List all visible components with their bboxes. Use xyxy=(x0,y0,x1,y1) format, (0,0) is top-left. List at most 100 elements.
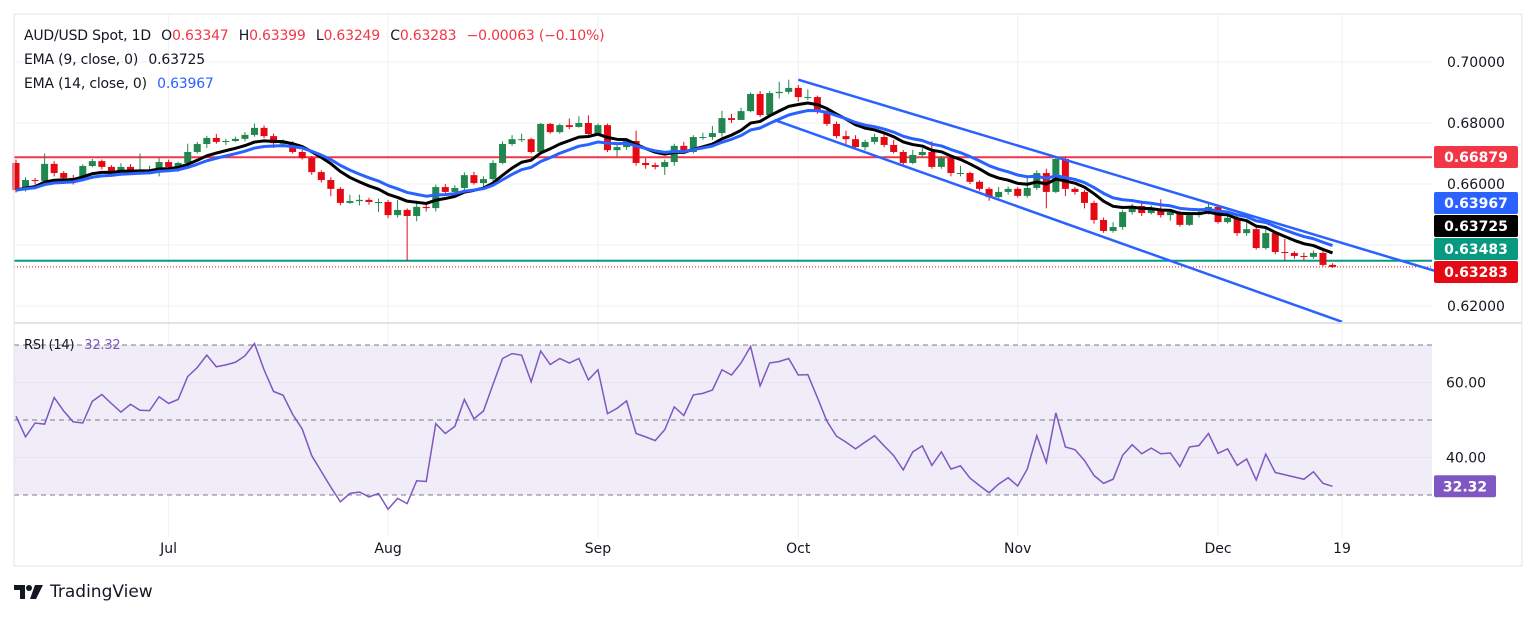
chart-frame xyxy=(13,13,1523,567)
ema-9-line xyxy=(15,101,1334,255)
candle-body xyxy=(804,97,812,99)
candle-body xyxy=(12,162,20,191)
tradingview-logo[interactable]: TradingView xyxy=(14,582,153,602)
candle-body xyxy=(594,125,602,134)
rsi-legend[interactable]: RSI (14) 32.32 xyxy=(24,338,127,353)
candle-body xyxy=(861,141,869,148)
price-pane xyxy=(12,78,1443,324)
candle-body xyxy=(1243,229,1251,234)
candle-body xyxy=(928,151,936,167)
candle-body xyxy=(546,123,554,133)
symbol-legend: AUD/USD Spot, 1D O0.63347 H0.63399 L0.63… xyxy=(24,28,610,44)
candle-body xyxy=(699,137,707,139)
price-axis-label: 0.70000 xyxy=(1447,55,1505,71)
candle-body xyxy=(346,201,354,203)
candle-body xyxy=(613,147,621,151)
candle-body xyxy=(708,133,716,138)
price-axis-label: 0.66000 xyxy=(1447,177,1505,193)
candle-body xyxy=(976,181,984,189)
candle-body xyxy=(1128,205,1136,213)
candle-body xyxy=(1224,217,1232,223)
candle-body xyxy=(985,188,993,198)
rsi-value-badge-label: 32.32 xyxy=(1443,479,1487,495)
ema14-legend[interactable]: EMA (14, close, 0) 0.63967 xyxy=(24,76,220,92)
candle-body xyxy=(384,201,392,216)
axes: Jul Aug Sep Oct Nov Dec 19 0.70000 0.68000 0.6600… xyxy=(159,55,1518,557)
candle-body xyxy=(947,158,955,174)
rsi-band-background xyxy=(14,345,1432,495)
candle-body xyxy=(317,172,325,181)
low-label: L xyxy=(315,28,324,44)
candle-body xyxy=(518,139,526,141)
candle-body xyxy=(184,151,192,163)
candle-body xyxy=(155,162,163,170)
candle-body xyxy=(871,137,879,142)
candle-body xyxy=(88,161,96,167)
candle-body xyxy=(775,91,783,94)
candle-body xyxy=(1061,158,1069,189)
candle-body xyxy=(527,139,535,152)
candle-body xyxy=(126,166,134,171)
high-value: 0.63399 xyxy=(249,28,306,44)
candle-body xyxy=(537,123,545,152)
candle-body xyxy=(1090,202,1098,220)
candle-body xyxy=(565,125,573,127)
candle-body xyxy=(1166,212,1174,216)
candle-body xyxy=(661,162,669,167)
candle-body xyxy=(737,111,745,120)
channel-upper-line xyxy=(797,78,1443,275)
change-value: −0.00063 (−0.10%) xyxy=(466,28,605,44)
candle-body xyxy=(174,162,182,167)
candle-body xyxy=(823,111,831,124)
candle-body xyxy=(1109,227,1117,231)
price-badge xyxy=(1434,146,1518,168)
candle-body xyxy=(98,161,106,167)
candle-body xyxy=(22,180,30,191)
candle-body xyxy=(117,166,125,173)
candle-body xyxy=(1100,219,1108,231)
candle-body xyxy=(60,173,68,178)
candle-body xyxy=(355,199,363,202)
candle-body xyxy=(489,162,497,180)
price-axis-label: 0.68000 xyxy=(1447,116,1505,132)
candle-body xyxy=(270,136,278,144)
candle-body xyxy=(651,165,659,167)
candle-body xyxy=(1185,215,1193,225)
candle-body xyxy=(165,162,173,167)
candle-body xyxy=(1119,212,1127,228)
candle-body xyxy=(279,143,287,145)
candle-body xyxy=(1147,209,1155,213)
candle-body xyxy=(327,180,335,189)
candle-body xyxy=(451,187,459,192)
rsi-axis-label: 60.00 xyxy=(1446,376,1486,392)
rsi-line xyxy=(15,341,1333,511)
rsi-pane xyxy=(14,341,1432,511)
candle-body xyxy=(689,137,697,152)
candle-body xyxy=(556,125,564,133)
candle-body xyxy=(584,123,592,134)
symbol-title[interactable]: AUD/USD Spot, 1D xyxy=(24,28,151,44)
rsi-value-badge xyxy=(1434,475,1496,498)
time-axis-label: 19 xyxy=(1333,541,1351,557)
candle-body xyxy=(441,187,449,192)
candle-body xyxy=(1319,252,1327,265)
ema9-legend[interactable]: EMA (9, close, 0) 0.63725 xyxy=(24,52,211,68)
price-badge xyxy=(1434,238,1518,260)
candle-body xyxy=(1281,252,1289,254)
candle-body xyxy=(1309,252,1317,257)
candle-body xyxy=(918,151,926,156)
candle-body xyxy=(508,139,516,145)
ema9-value: 0.63725 xyxy=(148,52,205,68)
candle-body xyxy=(41,163,49,181)
candle-body xyxy=(1157,209,1165,216)
candle-body xyxy=(403,209,411,217)
candle-body xyxy=(632,140,640,163)
candle-body xyxy=(728,118,735,120)
candle-body xyxy=(1014,188,1022,196)
candle-body xyxy=(956,173,964,175)
candle-body xyxy=(212,137,220,142)
time-axis-label: Dec xyxy=(1204,541,1231,557)
rsi-value: 32.32 xyxy=(84,338,121,353)
candle-body xyxy=(842,136,850,140)
